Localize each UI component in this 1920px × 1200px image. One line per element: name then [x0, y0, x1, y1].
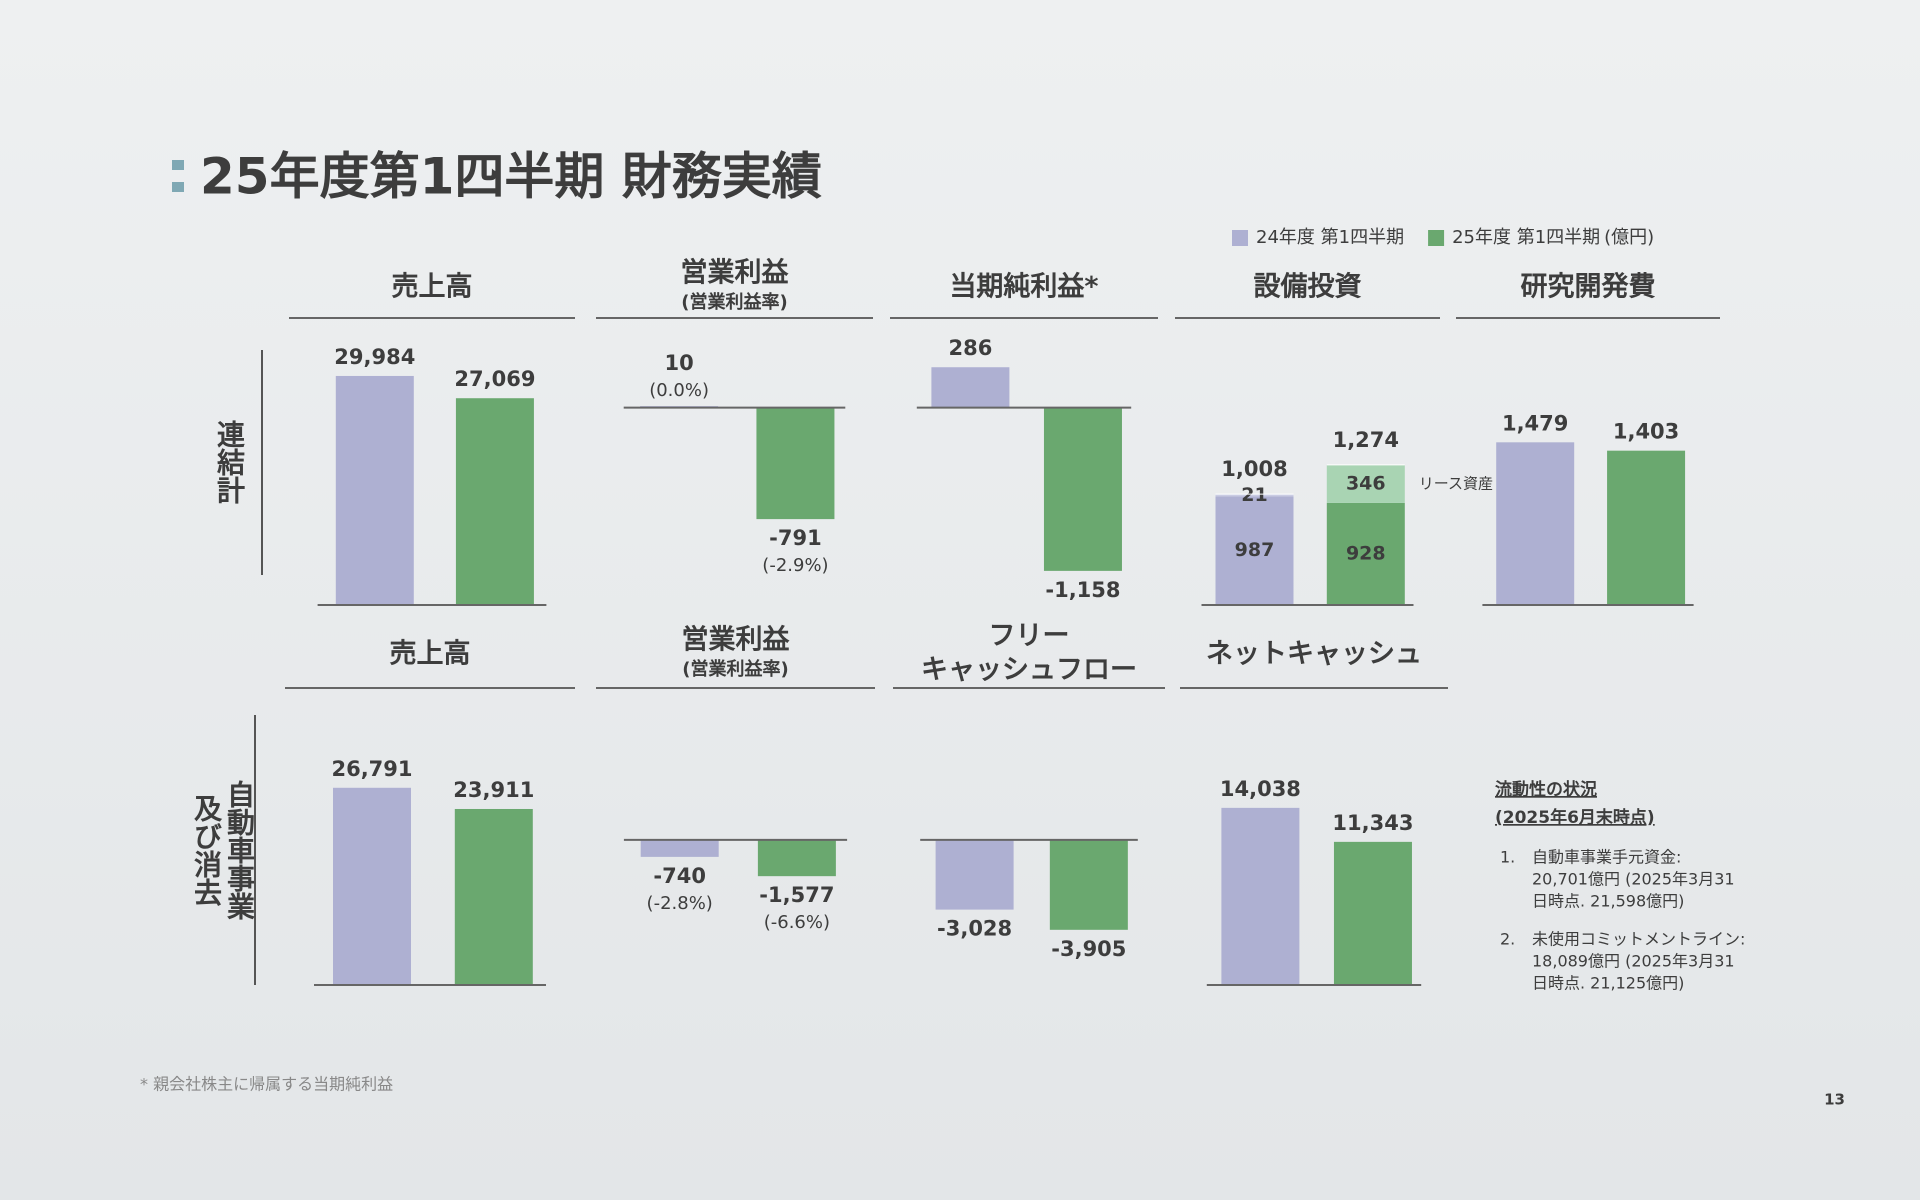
footnote: * 親会社株主に帰属する当期純利益 — [140, 1075, 393, 1094]
segment-label: 928 — [1346, 542, 1386, 564]
panel-title: 研究開発費 — [1521, 272, 1656, 303]
bar — [333, 787, 411, 985]
margin-label: (-2.9%) — [762, 555, 828, 576]
panel-title: 売上高 — [392, 272, 473, 303]
title-mark — [172, 182, 184, 192]
value-label: -740 — [653, 864, 706, 888]
margin-label: (-2.8%) — [647, 893, 713, 914]
value-label: 14,038 — [1220, 777, 1301, 801]
bar — [1496, 442, 1575, 605]
legend-unit: (億円) — [1604, 227, 1654, 248]
panel-title: フリー — [989, 621, 1070, 652]
legend-label: 25年度 第1四半期 — [1452, 227, 1600, 248]
value-label: 286 — [948, 336, 992, 360]
value-label: 1,403 — [1613, 420, 1679, 444]
bar-segment — [1326, 502, 1405, 605]
panel-title: 営業利益 — [681, 257, 790, 289]
margin-label: (0.0%) — [649, 380, 709, 401]
panel-title: 売上高 — [390, 639, 471, 670]
bar — [454, 808, 533, 985]
segment-label: 987 — [1235, 539, 1275, 561]
note-number: 1. — [1500, 848, 1515, 867]
panel-title: 営業利益 — [682, 624, 791, 656]
bar — [1607, 450, 1686, 605]
row-label: 連結計 — [213, 420, 246, 504]
bar — [756, 407, 835, 520]
page-number: 13 — [1824, 1091, 1845, 1109]
bar-segment — [1326, 464, 1405, 503]
row-label: 及び消去 — [190, 794, 223, 907]
note-line: 18,089億円 (2025年3月31 — [1532, 952, 1735, 971]
bar — [1333, 841, 1412, 985]
note-line: 日時点. 21,125億円) — [1532, 974, 1684, 993]
bar — [935, 839, 1014, 910]
value-label: 27,069 — [454, 367, 535, 391]
value-label: 10 — [664, 351, 693, 375]
bar — [640, 839, 719, 857]
panel-title: 設備投資 — [1254, 272, 1362, 303]
total-label: 1,274 — [1333, 428, 1399, 452]
legend-swatch — [1428, 230, 1445, 246]
bar-segment — [1215, 494, 1294, 497]
value-label: -3,905 — [1051, 937, 1126, 961]
value-label: -791 — [769, 526, 822, 550]
title-mark — [172, 160, 184, 170]
bar — [455, 398, 534, 605]
value-label: -1,577 — [759, 883, 834, 907]
bar — [1221, 807, 1300, 985]
panel-subtitle: (営業利益率) — [681, 291, 787, 313]
notes-title: 流動性の状況 — [1495, 779, 1597, 800]
value-label: 23,911 — [453, 778, 534, 802]
bar — [1049, 839, 1128, 930]
bar — [335, 375, 414, 605]
value-label: 29,984 — [334, 345, 415, 369]
margin-label: (-6.6%) — [764, 912, 830, 933]
value-label: 11,343 — [1332, 811, 1413, 835]
segment-label: 21 — [1241, 484, 1267, 506]
panel-title: ネットキャッシュ — [1206, 639, 1422, 670]
value-label: 26,791 — [331, 757, 412, 781]
panel-title: キャッシュフロー — [921, 655, 1137, 686]
bar — [757, 839, 836, 877]
slide-title: 25年度第1四半期 財務実績 — [200, 148, 822, 206]
legend-label: 24年度 第1四半期 — [1256, 227, 1404, 248]
bar — [931, 367, 1010, 408]
value-label: 1,479 — [1502, 411, 1568, 435]
value-label: -3,028 — [937, 917, 1012, 941]
note-line: 未使用コミットメントライン: — [1532, 930, 1745, 949]
row-label: 自動車事業 — [223, 780, 256, 920]
segment-label: 346 — [1346, 472, 1386, 494]
note-line: 日時点. 21,598億円) — [1532, 892, 1684, 911]
panel-title: 当期純利益* — [949, 271, 1098, 303]
note-number: 2. — [1500, 930, 1515, 949]
note-line: 20,701億円 (2025年3月31 — [1532, 870, 1735, 889]
series-label: リース資産 — [1419, 474, 1493, 492]
bar-segment — [1215, 496, 1294, 605]
note-line: 自動車事業手元資金: — [1532, 848, 1681, 867]
legend-swatch — [1232, 230, 1248, 246]
total-label: 1,008 — [1221, 457, 1287, 481]
panel-subtitle: (営業利益率) — [682, 658, 788, 680]
value-label: -1,158 — [1045, 578, 1120, 602]
bar — [1043, 407, 1122, 571]
notes-subtitle: (2025年6月末時点) — [1495, 807, 1655, 828]
